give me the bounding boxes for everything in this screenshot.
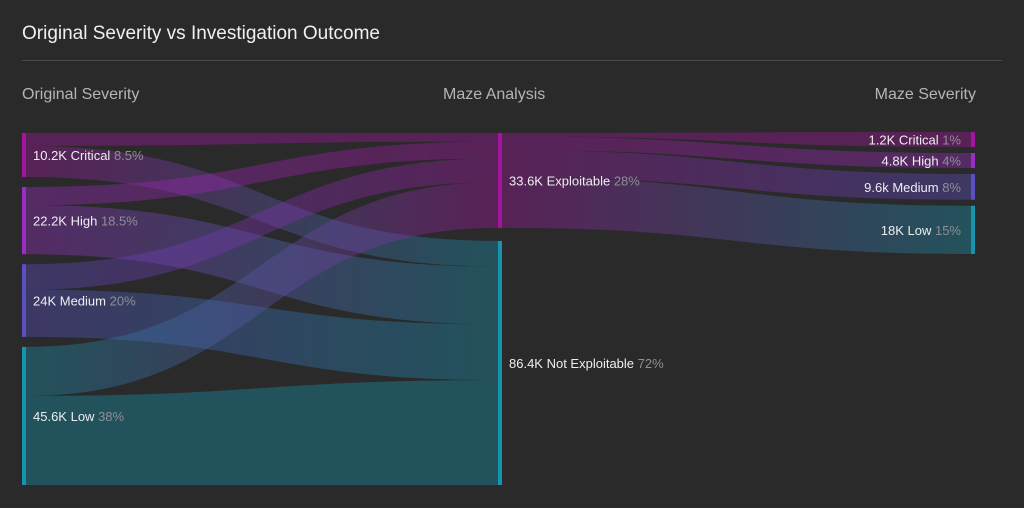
node-label-ms-low: 18K Low 15% [881,223,962,238]
node-label-ms-medium: 9.6k Medium 8% [864,180,961,195]
node-value: 18K [881,223,908,238]
link-os-high-to-ma-exploitable[interactable] [26,141,498,206]
column-header-maze-severity: Maze Severity [874,86,976,103]
node-name: High [71,214,101,229]
node-value: 4.8K [881,154,911,169]
node-name: Medium [892,180,942,195]
node-name: High [912,154,942,169]
node-label-ms-high: 4.8K High 4% [881,154,961,169]
node-os-medium[interactable] [22,264,26,337]
node-ms-critical[interactable] [971,132,975,147]
node-percent: 20% [110,294,136,309]
node-name: Critical [71,148,114,163]
node-percent: 72% [638,356,664,371]
node-name: Low [71,409,98,424]
node-os-low[interactable] [22,346,26,485]
node-ms-high[interactable] [971,153,975,168]
node-label-ma-exploitable: 33.6K Exploitable 28% [509,173,640,188]
link-ma-exploitable-to-ms-high[interactable] [502,136,971,168]
node-name: Low [908,223,935,238]
node-os-critical[interactable] [22,133,26,177]
link-os-low-to-ma-not-exploitable[interactable] [26,380,498,485]
node-value: 9.6k [864,180,892,195]
node-label-os-low: 45.6K Low 38% [33,409,125,424]
node-ms-medium[interactable] [971,174,975,200]
node-percent: 18.5% [101,214,138,229]
node-value: 22.2K [33,214,71,229]
node-ma-exploitable[interactable] [498,133,502,228]
node-name: Exploitable [547,173,614,188]
link-ma-exploitable-to-ms-medium[interactable] [502,149,971,200]
node-label-os-medium: 24K Medium 20% [33,294,136,309]
node-value: 24K [33,294,60,309]
node-percent: 28% [614,173,640,188]
node-name: Not Exploitable [547,356,638,371]
node-label-os-critical: 10.2K Critical 8.5% [33,148,144,163]
node-name: Medium [60,294,110,309]
node-ma-not-exploitable[interactable] [498,240,502,485]
link-ma-exploitable-to-ms-critical[interactable] [502,132,971,147]
node-percent: 8% [942,180,961,195]
chart-title: Original Severity vs Investigation Outco… [22,23,380,44]
node-value: 33.6K [509,173,547,188]
node-value: 45.6K [33,409,71,424]
node-os-high[interactable] [22,187,26,255]
link-os-critical-to-ma-exploitable[interactable] [26,133,498,146]
link-ma-exploitable-to-ms-low[interactable] [502,177,971,254]
node-percent: 4% [942,154,961,169]
title-divider [22,60,1002,61]
node-name: Critical [899,133,942,148]
node-value: 86.4K [509,356,547,371]
node-ms-low[interactable] [971,205,975,254]
node-value: 10.2K [33,148,71,163]
node-percent: 38% [98,409,124,424]
column-header-maze-analysis: Maze Analysis [443,86,546,103]
node-label-ms-critical: 1.2K Critical 1% [869,133,962,148]
node-percent: 15% [935,223,961,238]
link-os-medium-to-ma-exploitable[interactable] [26,158,498,290]
node-percent: 1% [942,133,961,148]
node-label-ma-not-exploitable: 86.4K Not Exploitable 72% [509,356,664,371]
node-percent: 8.5% [114,148,144,163]
link-os-medium-to-ma-not-exploitable[interactable] [26,289,498,381]
node-label-os-high: 22.2K High 18.5% [33,214,138,229]
node-value: 1.2K [869,133,899,148]
link-os-low-to-ma-exploitable[interactable] [26,182,498,396]
column-header-original-severity: Original Severity [22,86,140,103]
